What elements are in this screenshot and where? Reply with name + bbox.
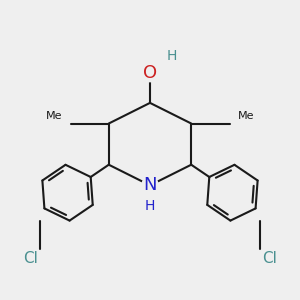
Text: H: H — [167, 49, 177, 63]
Circle shape — [261, 251, 278, 267]
Circle shape — [142, 65, 158, 82]
Text: Me: Me — [46, 111, 63, 121]
Text: Me: Me — [237, 111, 254, 121]
Text: Cl: Cl — [262, 251, 277, 266]
Circle shape — [238, 108, 254, 124]
Circle shape — [142, 177, 158, 194]
Circle shape — [142, 198, 158, 214]
Text: O: O — [143, 64, 157, 82]
Text: H: H — [145, 199, 155, 213]
Circle shape — [46, 108, 63, 124]
Circle shape — [22, 251, 39, 267]
Text: Cl: Cl — [23, 251, 38, 266]
Text: N: N — [143, 176, 157, 194]
Circle shape — [164, 47, 180, 64]
